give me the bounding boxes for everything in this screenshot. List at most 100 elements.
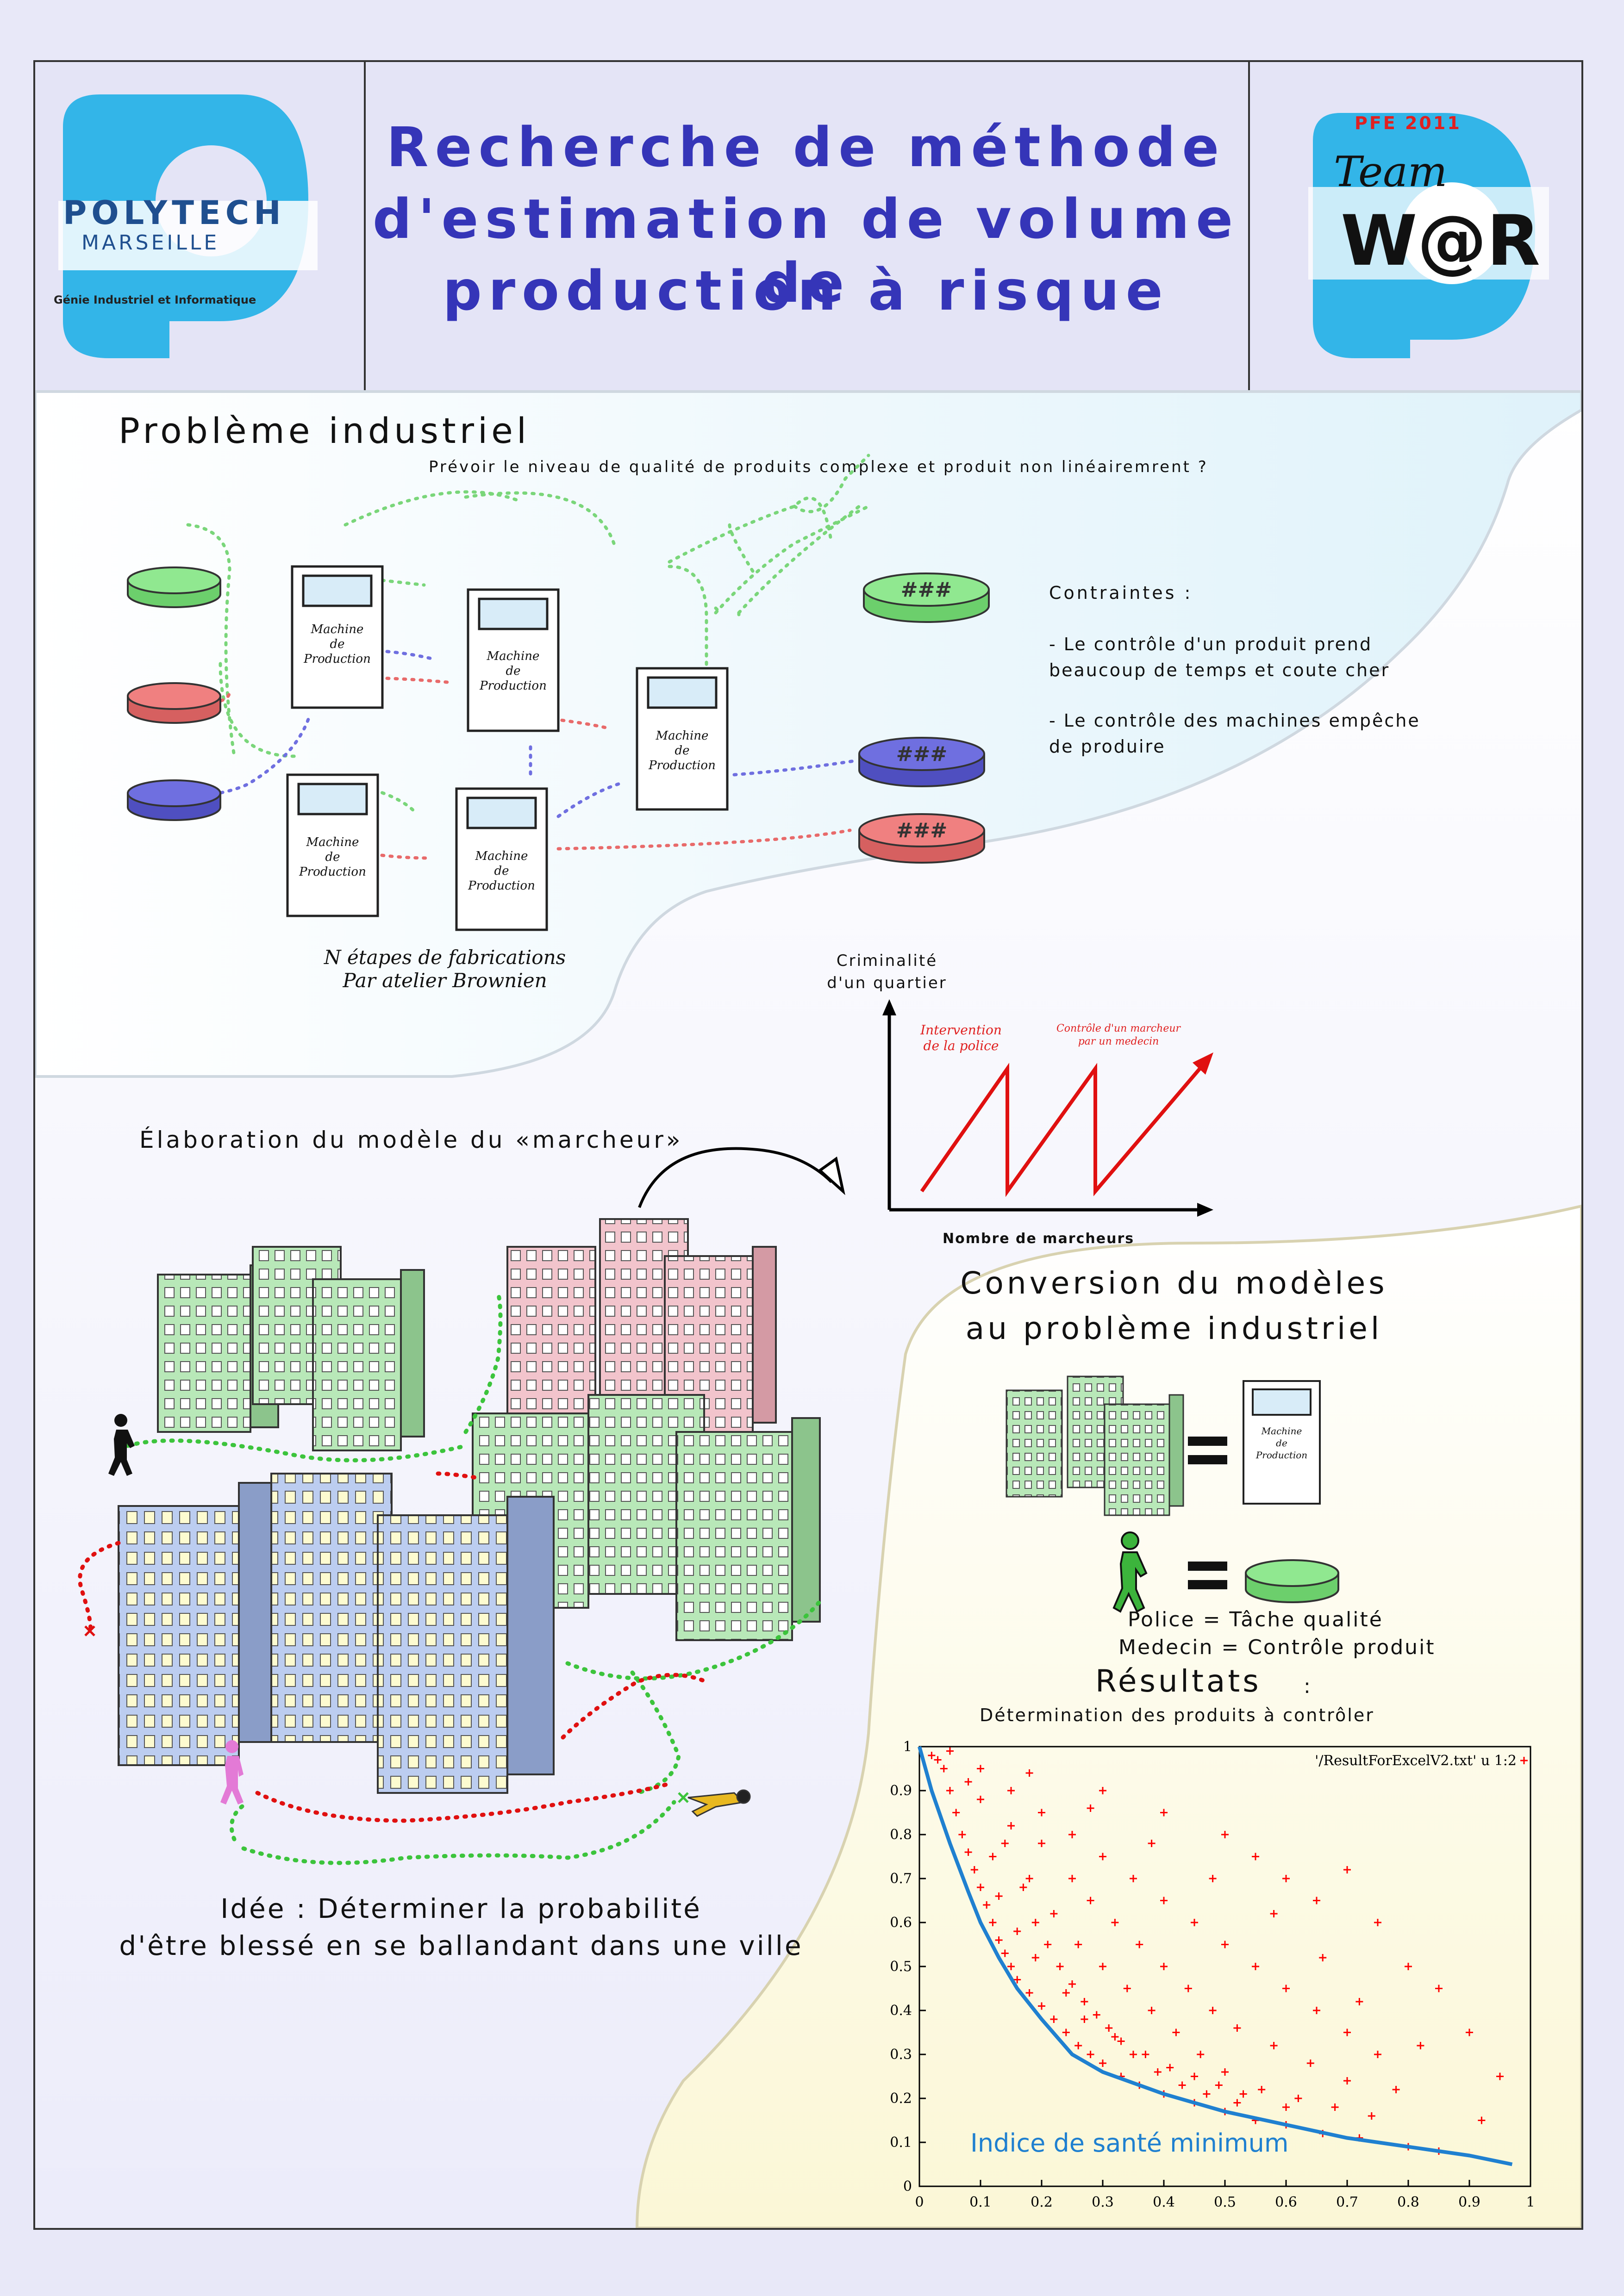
scatter-point — [1056, 1963, 1064, 1970]
legend-marker — [1520, 1757, 1528, 1764]
scatter-point — [1405, 1963, 1412, 1970]
scatter-point — [1111, 1919, 1119, 1926]
x-tick-label: 0.2 — [1031, 2194, 1053, 2210]
machine-icon — [1243, 1380, 1321, 1505]
scatter-point — [940, 1765, 948, 1773]
x-tick-label: 0.4 — [1153, 2194, 1175, 2210]
machine-label-3: Machine de Production — [649, 729, 716, 772]
scatter-point — [1252, 1853, 1259, 1860]
scatter-point — [1087, 2051, 1094, 2058]
scatter-point — [1038, 1809, 1045, 1817]
right-logo-cell: PFE 2011 Team W@R — [1248, 62, 1580, 392]
scatter-point — [1025, 1989, 1033, 1997]
x-tick-label: 0.1 — [969, 2194, 992, 2210]
scatter-point — [1252, 1963, 1259, 1970]
header: POLYTECH MARSEILLE Génie Industriel et I… — [35, 62, 1581, 393]
poster-title-line-3: production à risque — [443, 259, 1169, 323]
scatter-point — [1282, 2103, 1290, 2111]
scatter-point — [1142, 2051, 1149, 2058]
scatter-point — [995, 1892, 1003, 1900]
scatter-point — [946, 1747, 954, 1755]
scatter-point — [1294, 2095, 1302, 2102]
scatter-point — [995, 1936, 1003, 1944]
scatter-point — [1191, 2072, 1198, 2080]
results-scatter-chart: 0 0.1 0.2 0.3 0.4 0.5 0.6 0.7 0.8 0.9 1 0 0.1 0.2 0.3 0… — [890, 1739, 1535, 2210]
scatter-point — [1001, 1949, 1009, 1957]
scatter-point — [1117, 2037, 1125, 2045]
x-tick-label: 0 — [915, 2194, 924, 2210]
scatter-point — [1068, 1831, 1076, 1838]
x-tick-label: 0.5 — [1214, 2194, 1236, 2210]
scatter-point — [1013, 1976, 1021, 1984]
curve-label: Indice de santé minimum — [970, 2128, 1288, 2158]
building-icon — [118, 1218, 821, 1794]
scatter-point — [1172, 2028, 1180, 2036]
conversion-police: Police = Tâche qualité — [1128, 1608, 1383, 1631]
x-tick-label: 0.6 — [1275, 2194, 1297, 2210]
scatter-point — [1239, 2090, 1247, 2098]
y-tick-label: 1 — [903, 1739, 912, 1755]
y-tick-label: 0.8 — [890, 1827, 912, 1843]
y-tick-label: 0.4 — [890, 2003, 912, 2019]
x-tick-label: 0.8 — [1397, 2194, 1419, 2210]
contraintes-item-2: - Le contrôle des machines empêche de pro… — [1049, 710, 1420, 757]
resultats-subtitle: Détermination des produits à contrôler — [980, 1705, 1374, 1725]
scatter-point — [1007, 1787, 1015, 1794]
scatter-point — [1093, 2011, 1100, 2019]
walker-icon — [1112, 1531, 1148, 1613]
idea-text: Idée : Déterminer la probabilité d'être … — [119, 1893, 803, 1961]
scatter-point — [1099, 1853, 1106, 1860]
scatter-point — [1068, 1980, 1076, 1988]
scatter-point — [1081, 1998, 1088, 2005]
title-cell: Recherche de méthode d'estimation de vol… — [364, 62, 1250, 392]
scatter-point — [1233, 2024, 1241, 2032]
x-tick-label: 0.3 — [1092, 2194, 1114, 2210]
y-tick-label: 0.2 — [890, 2091, 912, 2107]
scatter-point — [928, 1752, 936, 1759]
machine-label-2: Machine de Production — [480, 649, 547, 693]
scatter-point — [1343, 2028, 1351, 2036]
y-tick-label: 0.3 — [890, 2047, 912, 2063]
building-icon — [1006, 1375, 1184, 1516]
x-tick-label: 0.7 — [1336, 2194, 1358, 2210]
scatter-point — [970, 1866, 978, 1873]
min-health-curve — [918, 1746, 1513, 2166]
probleme-subtitle: Prévoir le niveau de qualité de produits… — [429, 458, 1208, 476]
scatter-point — [1007, 1822, 1015, 1829]
scatter-point — [1417, 2042, 1424, 2049]
scatter-point — [1466, 2028, 1473, 2036]
scatter-point — [934, 1756, 942, 1764]
scatter-point — [1105, 2024, 1113, 2032]
svg-text:###: ### — [901, 578, 952, 602]
marcheur-title: Élaboration du modèle du «marcheur» — [139, 1126, 683, 1153]
scatter-point — [964, 1778, 972, 1786]
y-tick-label: 0.6 — [890, 1915, 912, 1931]
y-tick-label: 0.7 — [890, 1871, 912, 1887]
scatter-point — [1025, 1769, 1033, 1777]
factory-diagram: ### ### ### — [127, 454, 990, 931]
scatter-point — [1197, 2051, 1205, 2058]
machine-label-5: Machine de Production — [468, 849, 535, 893]
equals-icon — [1188, 1437, 1227, 1589]
crime-ylabel: Criminalité d'un quartier — [827, 952, 947, 992]
legend-label: '/ResultForExcelV2.txt' u 1:2 — [1315, 1753, 1517, 1769]
conversion-machine-label: Machine de Production — [1255, 1425, 1308, 1461]
city-illustration — [78, 1218, 824, 1865]
scatter-point — [1007, 1963, 1015, 1970]
crime-annotation-medecin: Contrôle d'un marcheur par un medecin — [1056, 1023, 1181, 1047]
y-tick-label: 0.1 — [890, 2134, 912, 2151]
x-tick-label: 0.9 — [1458, 2194, 1480, 2210]
scatter-point — [1319, 1954, 1327, 1961]
scatter-point — [1130, 2051, 1137, 2058]
conversion-title: Conversion du modèles au problème indust… — [960, 1265, 1388, 1346]
scatter-point — [1019, 1884, 1027, 1891]
x-tick-label: 1 — [1526, 2194, 1535, 2210]
y-tick-label: 0.5 — [890, 1959, 912, 1975]
scatter-point — [1233, 2099, 1241, 2107]
scatter-point — [1068, 1875, 1076, 1882]
resultats-colon: : — [1304, 1674, 1311, 1698]
scatter-point — [1050, 1910, 1058, 1917]
scatter-point — [1087, 1804, 1094, 1812]
polytech-city: MARSEILLE — [81, 231, 220, 255]
scatter-point — [946, 1787, 954, 1794]
